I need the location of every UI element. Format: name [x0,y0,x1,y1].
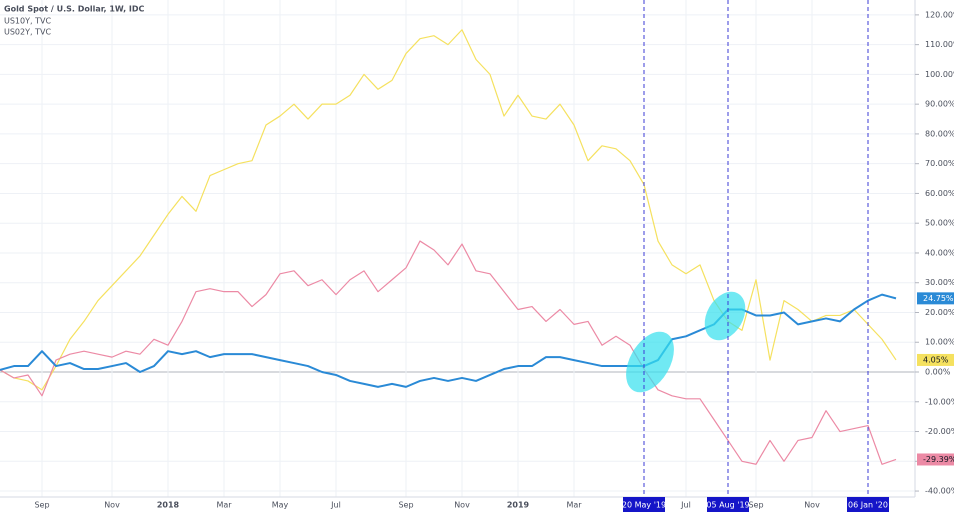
x-tick-label: Mar [566,501,582,510]
series-line [0,240,897,465]
x-tick-label: Mar [216,501,232,510]
last-value-box [917,292,954,305]
x-tick-label: Nov [104,501,120,510]
x-tick-label: Nov [804,501,820,510]
y-tick-label: -40.00% [925,487,954,496]
y-tick-label: 110.00% [925,40,954,49]
series-line [0,293,897,388]
x-tick-label: May [272,501,289,510]
last-value-box [917,453,954,466]
y-tick-label: 0.00% [925,368,951,377]
last-value-label: 4.05% [923,355,949,364]
x-tick-label: 06 Jan '20 [848,501,888,510]
y-tick-label: 50.00% [925,219,954,228]
date-marker-box [707,497,749,512]
x-tick-label: Jul [680,501,691,510]
y-tick-label: 100.00% [925,70,954,79]
legend-entry: US02Y, TVC [4,28,51,37]
y-tick-label: 40.00% [925,248,954,257]
last-value-box [917,353,954,366]
x-tick-label: 20 May '19 [622,501,666,510]
y-tick-label: -10.00% [925,397,954,406]
last-value-label: -29.39% [923,455,954,464]
y-tick-label: 20.00% [925,308,954,317]
y-tick-label: 90.00% [925,100,954,109]
x-tick-label: Sep [398,501,413,510]
x-tick-label: Jul [330,501,341,510]
series-line [0,29,897,391]
x-tick-label: Sep [748,501,763,510]
last-value-label: 24.75% [923,294,954,303]
y-tick-label: 120.00% [925,10,954,19]
x-tick-label: 2019 [507,501,530,510]
y-tick-label: 80.00% [925,129,954,138]
y-tick-label: 10.00% [925,338,954,347]
x-tick-label: Sep [34,501,49,510]
date-marker-box [847,497,889,512]
legend-entry: US10Y, TVC [4,17,51,26]
highlight-ellipse [626,331,674,393]
x-tick-label: 05 Aug '19 [706,501,749,510]
x-tick-label: Nov [454,501,470,510]
date-marker-box [623,497,665,512]
y-tick-label: -20.00% [925,427,954,436]
x-tick-label: 2018 [157,501,180,510]
legend-entry: Gold Spot / U.S. Dollar, 1W, IDC [4,5,145,14]
y-tick-label: 60.00% [925,189,954,198]
y-tick-label: 30.00% [925,278,954,287]
y-tick-label: 70.00% [925,159,954,168]
highlight-ellipse [704,291,746,341]
